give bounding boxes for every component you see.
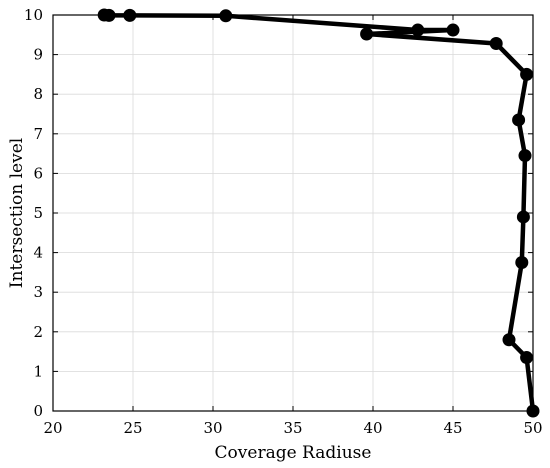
data-point [446,23,460,37]
y-tick-label: 8 [33,85,43,103]
series-layer [97,8,540,418]
y-tick-label: 0 [33,402,43,420]
data-point [520,67,534,81]
data-point [219,9,233,23]
y-tick-label: 6 [33,164,43,182]
y-tick-label: 1 [33,362,43,380]
x-axis-label: Coverage Radiuse [215,443,372,463]
data-point [360,27,374,41]
y-tick-label: 3 [33,283,43,301]
y-tick-label: 2 [33,323,43,341]
data-point [516,210,530,224]
y-tick-label: 5 [33,204,43,222]
data-point [411,23,425,37]
y-tick-label: 7 [33,125,43,143]
data-point [520,351,534,365]
data-point [515,256,529,269]
y-tick-label: 10 [24,6,43,24]
data-point [97,8,111,22]
x-tick-label: 50 [523,419,542,437]
data-point [489,37,503,51]
data-point [518,149,532,163]
x-tick-label: 40 [363,419,382,437]
x-tick-label: 30 [203,419,222,437]
x-tick-label: 25 [123,419,142,437]
data-point [123,8,137,22]
data-point [512,113,526,127]
x-tick-label: 20 [43,419,62,437]
x-tick-label: 35 [283,419,302,437]
data-point [526,404,540,418]
y-axis-label: Intersection level [7,138,27,288]
grid-lines [52,14,534,412]
y-tick-label: 9 [33,46,43,64]
y-tick-label: 4 [33,244,43,262]
x-tick-label: 45 [443,419,462,437]
data-point [502,333,516,347]
series-line [101,12,536,414]
